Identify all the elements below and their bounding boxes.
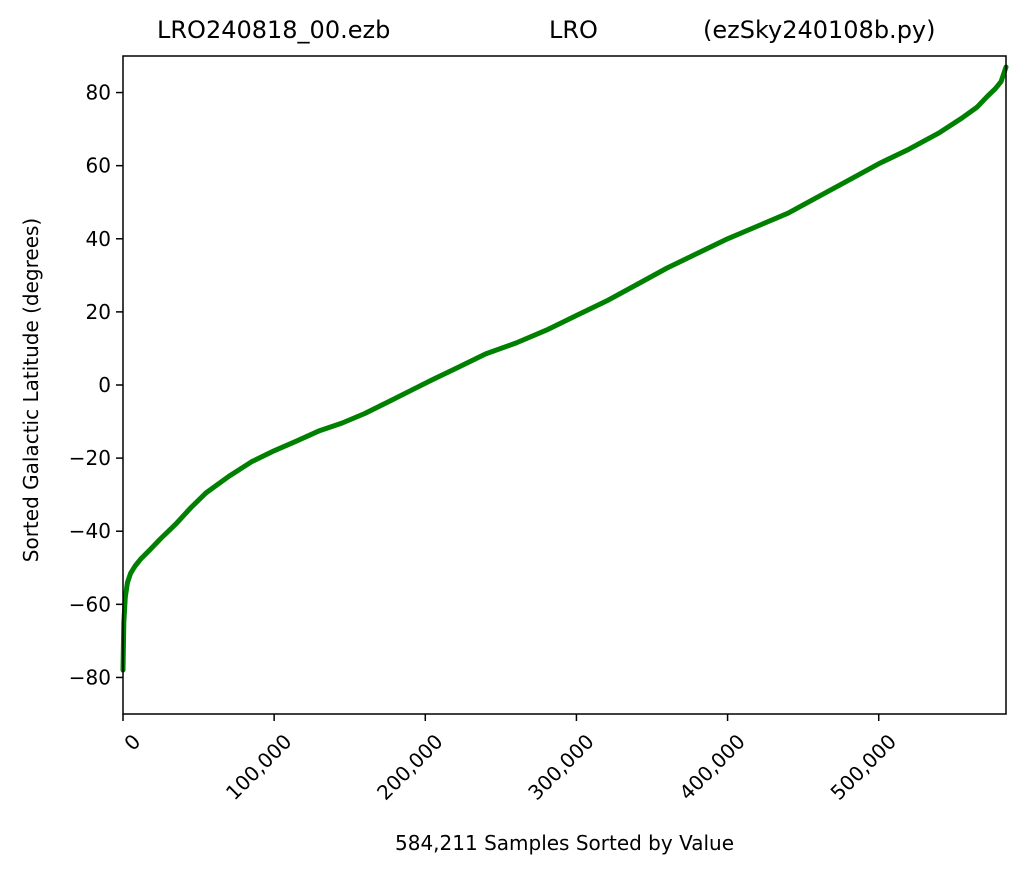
- y-tick-label: −80: [69, 665, 111, 689]
- x-tick-label: 0: [119, 729, 145, 755]
- y-tick-label: −20: [69, 446, 111, 470]
- series-layer: [120, 64, 1009, 673]
- chart-title-filename: LRO240818_00.ezb: [157, 16, 391, 44]
- x-tick-label: 400,000: [674, 729, 749, 804]
- y-tick-label: 60: [86, 154, 111, 178]
- y-tick-label: 80: [86, 81, 111, 105]
- y-tick-label: 20: [86, 300, 111, 324]
- y-tick-label: 0: [98, 373, 111, 397]
- x-axis: 0 100,000 200,000 300,000 400,000 500,000: [119, 714, 901, 805]
- y-tick-label: −60: [69, 592, 111, 616]
- x-axis-label: 584,211 Samples Sorted by Value: [395, 831, 734, 855]
- y-axis-label: Sorted Galactic Latitude (degrees): [19, 218, 43, 562]
- y-tick-label: 40: [86, 227, 111, 251]
- y-tick-label: −40: [69, 519, 111, 543]
- series-line-0: [120, 64, 1009, 673]
- y-axis: −80 −60 −40 −20 0 20 40 60 80: [69, 81, 123, 689]
- x-tick-label: 200,000: [372, 729, 447, 804]
- plot-frame: [122, 55, 1007, 715]
- x-tick-label: 300,000: [523, 729, 598, 804]
- x-tick-label: 500,000: [826, 729, 901, 804]
- x-tick-label: 100,000: [221, 729, 296, 804]
- chart-title-script: (ezSky240108b.py): [703, 16, 936, 44]
- chart-title-station: LRO: [549, 16, 598, 44]
